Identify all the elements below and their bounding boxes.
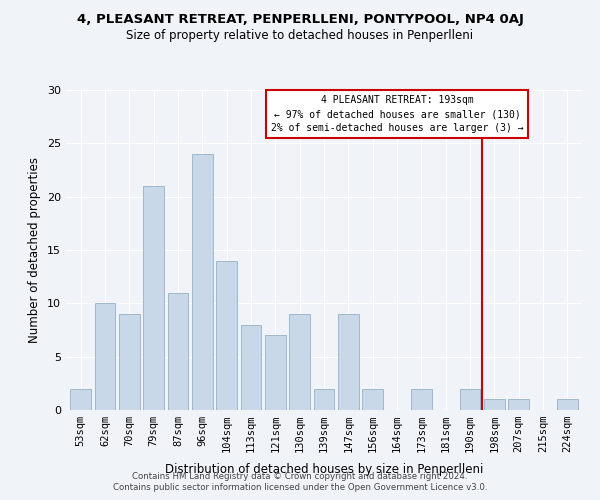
Bar	[508, 400, 529, 410]
Bar	[265, 336, 286, 410]
Bar	[216, 260, 237, 410]
Bar	[167, 292, 188, 410]
Text: 4, PLEASANT RETREAT, PENPERLLENI, PONTYPOOL, NP4 0AJ: 4, PLEASANT RETREAT, PENPERLLENI, PONTYP…	[77, 12, 523, 26]
Text: Contains HM Land Registry data © Crown copyright and database right 2024.: Contains HM Land Registry data © Crown c…	[132, 472, 468, 481]
Bar	[143, 186, 164, 410]
Text: Contains public sector information licensed under the Open Government Licence v3: Contains public sector information licen…	[113, 484, 487, 492]
Bar	[338, 314, 359, 410]
Bar	[484, 400, 505, 410]
Y-axis label: Number of detached properties: Number of detached properties	[28, 157, 41, 343]
Bar	[314, 388, 334, 410]
Bar	[119, 314, 140, 410]
Bar	[192, 154, 212, 410]
Bar	[362, 388, 383, 410]
Bar	[557, 400, 578, 410]
Bar	[70, 388, 91, 410]
Bar	[241, 324, 262, 410]
Bar	[95, 304, 115, 410]
Bar	[289, 314, 310, 410]
Text: Size of property relative to detached houses in Penperlleni: Size of property relative to detached ho…	[127, 29, 473, 42]
Bar	[460, 388, 481, 410]
Text: 4 PLEASANT RETREAT: 193sqm
← 97% of detached houses are smaller (130)
2% of semi: 4 PLEASANT RETREAT: 193sqm ← 97% of deta…	[271, 96, 523, 134]
Bar	[411, 388, 432, 410]
X-axis label: Distribution of detached houses by size in Penperlleni: Distribution of detached houses by size …	[165, 464, 483, 476]
